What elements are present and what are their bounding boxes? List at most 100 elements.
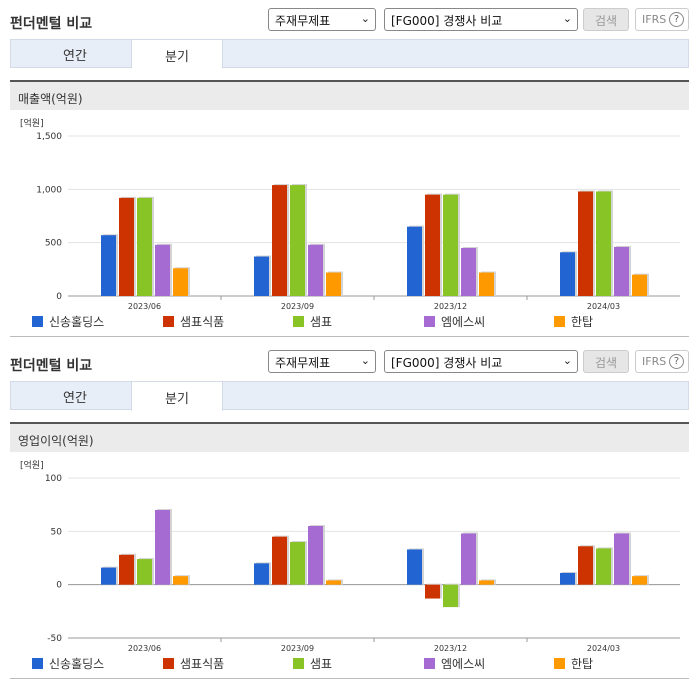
bar-series-5[interactable]	[632, 576, 647, 585]
bar-series-3[interactable]	[137, 197, 152, 296]
legend-label: 샘표	[310, 315, 333, 329]
bar-series-5[interactable]	[173, 268, 188, 296]
bar-series-1[interactable]	[407, 226, 422, 296]
bar-series-3[interactable]	[443, 584, 458, 608]
bar-series-1[interactable]	[254, 256, 269, 296]
help-icon[interactable]: ?	[669, 354, 684, 369]
legend-label: 한탑	[571, 657, 594, 671]
legend-item[interactable]: 샘표식품	[163, 313, 224, 330]
section-title: 영업이익(억원)	[10, 422, 689, 452]
ifrs-label: IFRS	[642, 13, 667, 26]
chart-legend: 신송홀딩스 샘표식품 샘표 엠에스씨 한탑	[0, 313, 696, 331]
x-tick-label: 2024/03	[587, 302, 620, 311]
bar-series-3[interactable]	[596, 548, 611, 585]
x-tick-label: 2023/12	[434, 644, 467, 653]
legend-item[interactable]: 신송홀딩스	[32, 655, 104, 672]
statement-type-select[interactable]: 주재무제표 ⌄	[268, 8, 376, 31]
legend-swatch	[554, 316, 565, 327]
section-title: 매출액(억원)	[10, 80, 689, 110]
tab-annual[interactable]: 연간	[63, 49, 87, 64]
legend-item[interactable]: 신송홀딩스	[32, 313, 104, 330]
bar-series-1[interactable]	[101, 567, 116, 585]
panel-header: 펀더멘털 비교 주재무제표 ⌄ [FG000] 경쟁사 비교 ⌄ 검색 IFRS…	[0, 0, 696, 36]
bar-series-1[interactable]	[101, 235, 116, 296]
legend-item[interactable]: 샘표	[293, 655, 332, 672]
bar-series-2[interactable]	[425, 194, 440, 296]
bar-series-3[interactable]	[596, 191, 611, 296]
statement-type-select[interactable]: 주재무제표 ⌄	[268, 350, 376, 373]
legend-item[interactable]: 한탑	[554, 655, 593, 672]
legend-label: 샘표식품	[180, 657, 225, 671]
legend-item[interactable]: 샘표	[293, 313, 332, 330]
fundamental-panel-sales: 펀더멘털 비교 주재무제표 ⌄ [FG000] 경쟁사 비교 ⌄ 검색 IFRS…	[0, 0, 696, 337]
bar-series-2[interactable]	[578, 191, 593, 296]
ifrs-label: IFRS	[642, 355, 667, 368]
bar-series-5[interactable]	[632, 274, 647, 296]
period-tabs: 연간 분기	[10, 39, 689, 69]
y-tick-label: 0	[56, 581, 62, 591]
bar-series-5[interactable]	[326, 580, 341, 585]
legend-item[interactable]: 샘표식품	[163, 655, 224, 672]
bar-series-4[interactable]	[308, 526, 323, 585]
bar-series-3[interactable]	[137, 559, 152, 585]
bar-series-4[interactable]	[308, 244, 323, 296]
legend-swatch	[163, 658, 174, 669]
bar-series-5[interactable]	[173, 576, 188, 585]
bar-series-2[interactable]	[119, 554, 134, 585]
legend-item[interactable]: 엠에스씨	[424, 655, 485, 672]
bar-series-4[interactable]	[461, 533, 476, 585]
comparison-group-value: [FG000] 경쟁사 비교	[391, 356, 503, 370]
bar-series-1[interactable]	[560, 572, 575, 585]
search-button[interactable]: 검색	[583, 350, 629, 373]
chart-legend: 신송홀딩스 샘표식품 샘표 엠에스씨 한탑	[0, 655, 696, 673]
ifrs-button[interactable]: IFRS ?	[635, 8, 689, 31]
bar-series-4[interactable]	[614, 533, 629, 585]
divider	[10, 678, 689, 679]
bar-series-2[interactable]	[272, 185, 287, 296]
bar-series-3[interactable]	[443, 194, 458, 296]
chevron-down-icon: ⌄	[360, 354, 370, 367]
help-icon[interactable]: ?	[669, 12, 684, 27]
bar-series-1[interactable]	[407, 549, 422, 585]
bar-series-2[interactable]	[272, 536, 287, 585]
bar-series-5[interactable]	[479, 272, 494, 296]
x-tick-label: 2023/06	[128, 302, 161, 311]
bar-series-1[interactable]	[254, 563, 269, 585]
ifrs-button[interactable]: IFRS ?	[635, 350, 689, 373]
legend-label: 엠에스씨	[441, 657, 486, 671]
x-tick-label: 2023/09	[281, 644, 314, 653]
legend-label: 신송홀딩스	[49, 315, 105, 329]
unit-label: [억원]	[20, 117, 44, 129]
unit-label: [억원]	[20, 459, 44, 471]
search-button[interactable]: 검색	[583, 8, 629, 31]
bar-series-3[interactable]	[290, 542, 305, 585]
bar-series-4[interactable]	[155, 244, 170, 296]
legend-swatch	[554, 658, 565, 669]
comparison-group-select[interactable]: [FG000] 경쟁사 비교 ⌄	[384, 350, 578, 373]
y-tick-label: 100	[45, 474, 62, 484]
bar-series-2[interactable]	[425, 584, 440, 599]
legend-swatch	[293, 316, 304, 327]
y-tick-label: 1,000	[36, 185, 62, 195]
y-tick-label: 1,500	[36, 132, 62, 142]
tab-quarterly[interactable]: 분기	[131, 381, 223, 411]
bar-series-5[interactable]	[326, 272, 341, 296]
bar-series-3[interactable]	[290, 185, 305, 296]
tab-quarterly[interactable]: 분기	[131, 39, 223, 69]
legend-item[interactable]: 한탑	[554, 313, 593, 330]
bar-series-2[interactable]	[578, 546, 593, 585]
bar-series-4[interactable]	[461, 248, 476, 296]
bar-series-1[interactable]	[560, 252, 575, 296]
bar-series-2[interactable]	[119, 197, 134, 296]
y-tick-label: -50	[47, 634, 62, 644]
bar-series-4[interactable]	[614, 246, 629, 296]
comparison-group-select[interactable]: [FG000] 경쟁사 비교 ⌄	[384, 8, 578, 31]
tab-annual[interactable]: 연간	[63, 391, 87, 406]
legend-item[interactable]: 엠에스씨	[424, 313, 485, 330]
legend-label: 샘표	[310, 657, 333, 671]
bar-series-4[interactable]	[155, 510, 170, 585]
chevron-down-icon: ⌄	[562, 354, 572, 367]
panel-title: 펀더멘털 비교	[10, 16, 93, 32]
chevron-down-icon: ⌄	[360, 12, 370, 25]
bar-series-5[interactable]	[479, 580, 494, 585]
